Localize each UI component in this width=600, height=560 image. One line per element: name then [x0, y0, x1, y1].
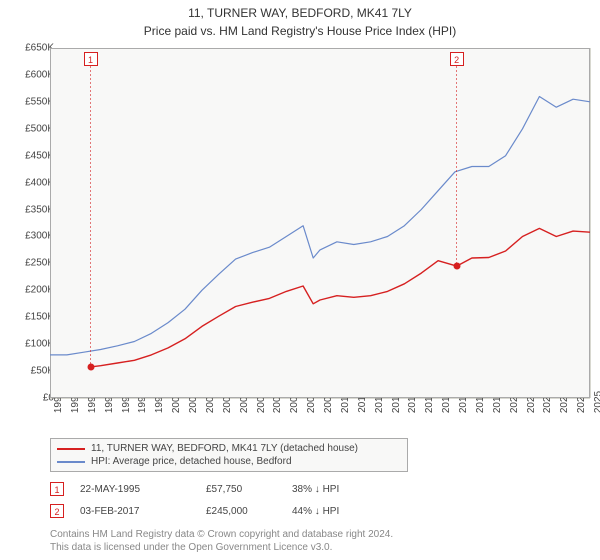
sale-marker-icon: 2 — [50, 504, 64, 518]
legend: 11, TURNER WAY, BEDFORD, MK41 7LY (detac… — [50, 438, 408, 472]
sale-price: £57,750 — [206, 484, 276, 495]
sale-marker-icon: 1 — [50, 482, 64, 496]
legend-item: 11, TURNER WAY, BEDFORD, MK41 7LY (detac… — [57, 442, 401, 455]
chart-title: 11, TURNER WAY, BEDFORD, MK41 7LY — [0, 0, 600, 22]
license-text: Contains HM Land Registry data © Crown c… — [50, 528, 393, 554]
license-line: This data is licensed under the Open Gov… — [50, 541, 393, 554]
license-line: Contains HM Land Registry data © Crown c… — [50, 528, 393, 541]
legend-label: HPI: Average price, detached house, Bedf… — [91, 456, 292, 467]
sale-diff: 38% ↓ HPI — [292, 484, 382, 495]
legend-swatch — [57, 448, 85, 450]
sale-price: £245,000 — [206, 506, 276, 517]
sale-row: 1 22-MAY-1995 £57,750 38% ↓ HPI — [50, 482, 382, 496]
line-series — [50, 48, 590, 398]
sale-row: 2 03-FEB-2017 £245,000 44% ↓ HPI — [50, 504, 382, 518]
legend-swatch — [57, 461, 85, 463]
sale-diff: 44% ↓ HPI — [292, 506, 382, 517]
chart-subtitle: Price paid vs. HM Land Registry's House … — [0, 22, 600, 38]
legend-label: 11, TURNER WAY, BEDFORD, MK41 7LY (detac… — [91, 443, 358, 454]
sale-date: 22-MAY-1995 — [80, 484, 190, 495]
legend-item: HPI: Average price, detached house, Bedf… — [57, 455, 401, 468]
plot-area: 12 — [50, 48, 590, 398]
sale-date: 03-FEB-2017 — [80, 506, 190, 517]
chart-container: 11, TURNER WAY, BEDFORD, MK41 7LY Price … — [0, 0, 600, 560]
